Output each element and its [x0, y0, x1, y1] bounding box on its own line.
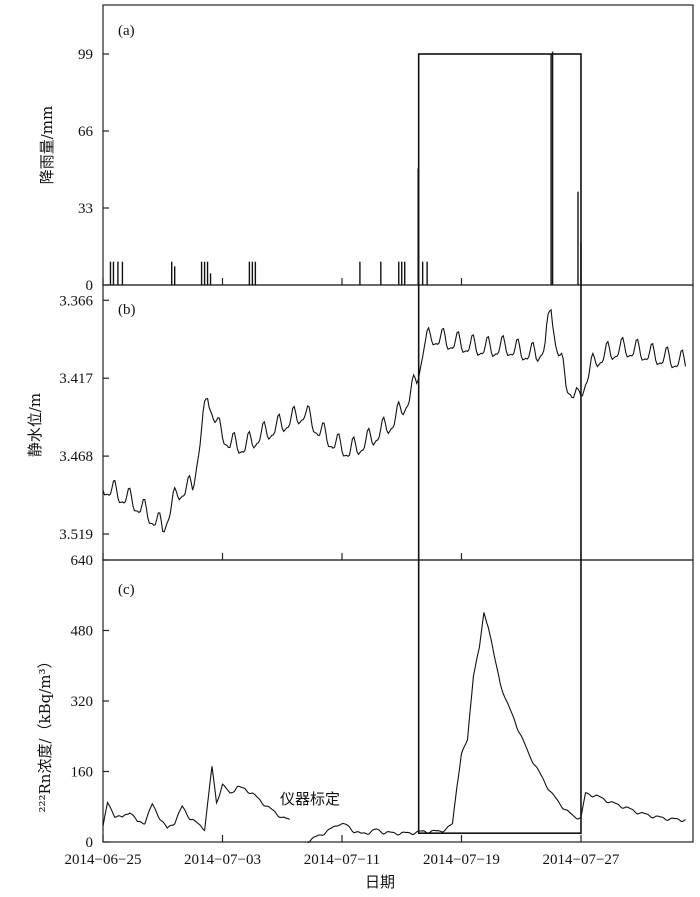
- panel-a-frame: [102, 4, 694, 286]
- radon-line-2: [307, 612, 686, 844]
- panel-c-tag: (c): [118, 582, 135, 598]
- x-tick-label: 2014−07−27: [543, 852, 620, 868]
- panel-c-ytick-label: 640: [71, 553, 94, 569]
- water-level-line: [102, 308, 687, 533]
- panel-b-ytick-label: 3.417: [59, 371, 93, 387]
- x-axis-label: 日期: [365, 873, 395, 891]
- panel-c-ytick-label: 320: [71, 694, 94, 710]
- panel-a-tag: (a): [118, 23, 135, 39]
- panel-c-ytick-label: 160: [71, 765, 94, 781]
- panel-c-ylabel: ²²²Rn浓度/（kBq/m³）: [36, 653, 54, 812]
- panel-b-ytick-label: 3.519: [59, 527, 93, 543]
- panel-a-ytick-label: 33: [78, 201, 93, 217]
- x-tick-label: 2014−07−11: [304, 852, 380, 868]
- panel-a-ylabel: 降雨量/mm: [38, 106, 56, 185]
- radon-line-1: [102, 766, 290, 832]
- panel-b-frame: [102, 284, 694, 561]
- calibration-annotation: 仪器标定: [280, 790, 340, 808]
- panel-b-tag: (b): [118, 302, 136, 318]
- x-tick-label: 2014−07−03: [184, 852, 261, 868]
- highlight-box: [417, 53, 582, 834]
- x-tick-label: 2014−06−25: [65, 852, 142, 868]
- panel-a-ytick-label: 0: [86, 278, 94, 294]
- panel-b-ytick-label: 3.366: [59, 293, 93, 309]
- panel-c-ytick-label: 0: [86, 835, 94, 851]
- x-tick-label: 2014−07−19: [423, 852, 500, 868]
- panel-b-ytick-label: 3.468: [59, 449, 93, 465]
- panel-a-ytick-label: 99: [78, 47, 93, 63]
- panel-b-ylabel: 静水位/m: [26, 393, 44, 457]
- panel-a-ytick-label: 66: [78, 124, 94, 140]
- panel-c-ytick-label: 480: [71, 624, 94, 640]
